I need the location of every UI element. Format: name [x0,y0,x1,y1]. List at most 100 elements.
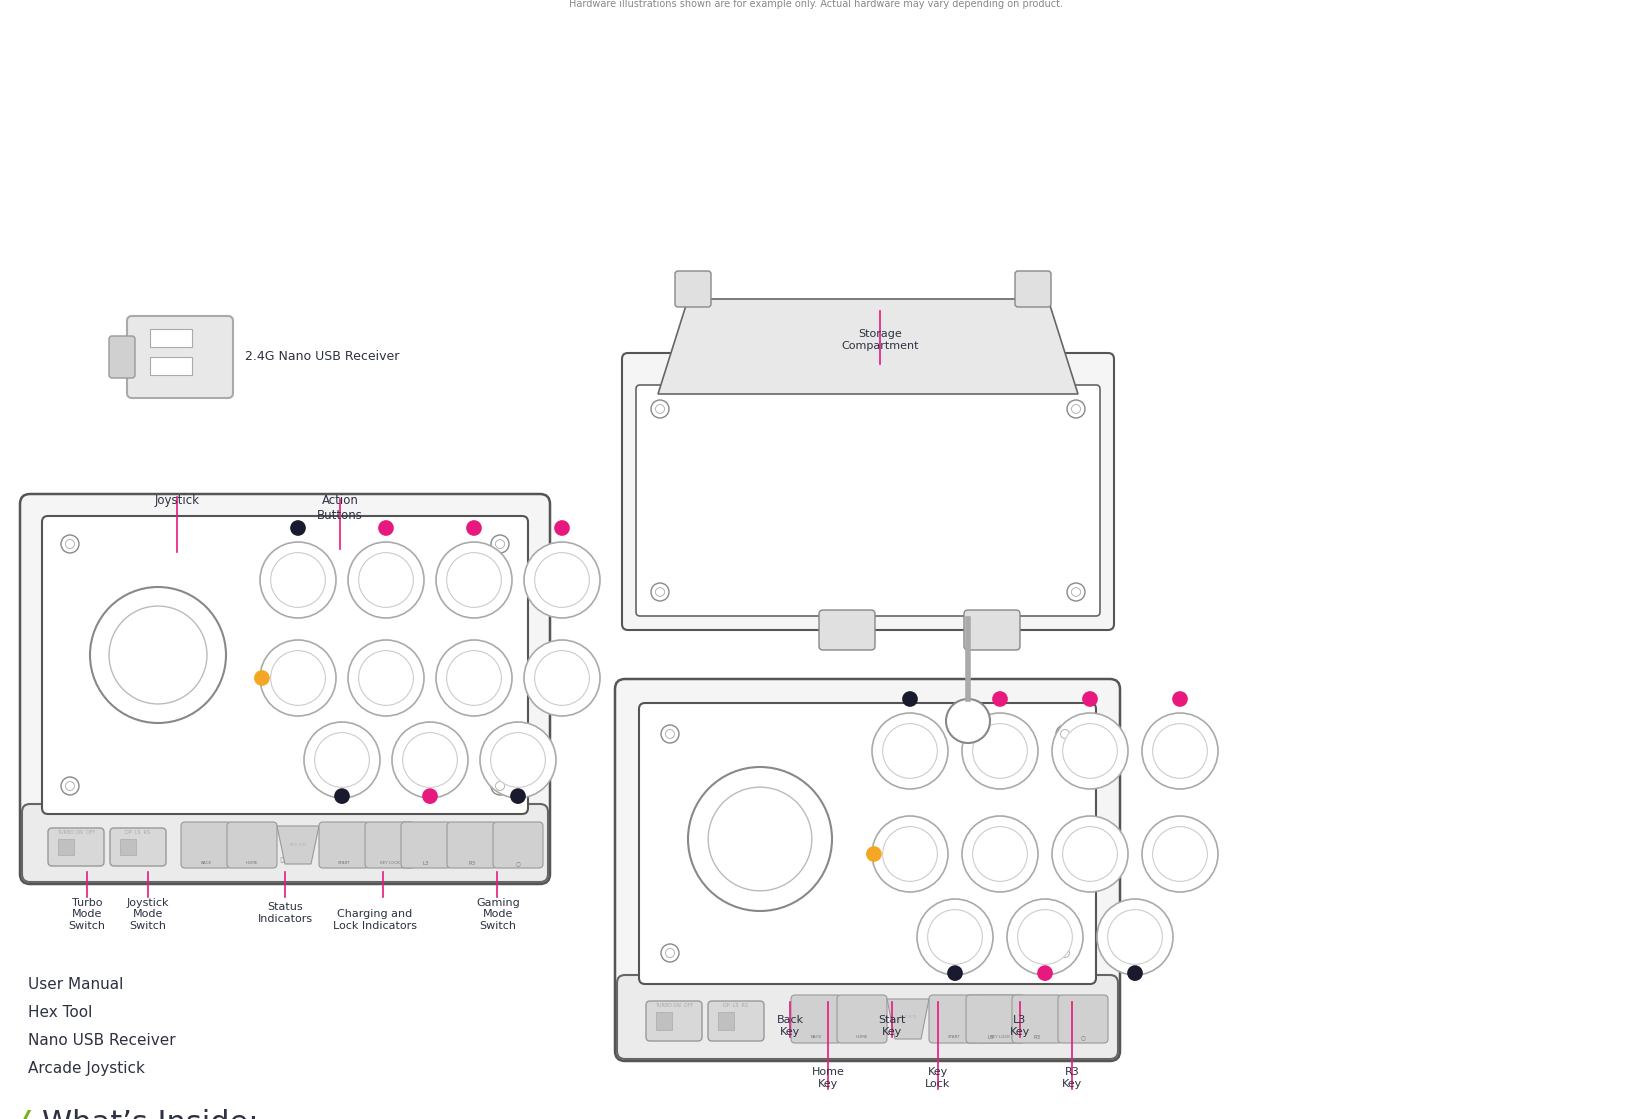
Circle shape [948,966,961,980]
Circle shape [1062,724,1116,779]
Circle shape [109,606,207,704]
Text: ○: ○ [516,861,521,866]
FancyBboxPatch shape [127,316,233,398]
FancyBboxPatch shape [617,975,1118,1059]
Bar [718,1012,733,1029]
FancyBboxPatch shape [181,822,230,868]
FancyBboxPatch shape [227,822,277,868]
FancyBboxPatch shape [42,516,527,814]
Circle shape [524,640,599,716]
Bar [59,839,73,855]
Text: User Manual: User Manual [28,977,124,993]
Circle shape [403,733,457,788]
Text: Arcade Joystick: Arcade Joystick [28,1061,145,1076]
Circle shape [1152,724,1206,779]
Polygon shape [886,999,929,1040]
Circle shape [1059,730,1069,739]
Circle shape [973,724,1027,779]
Circle shape [447,650,501,705]
Circle shape [290,521,305,535]
Circle shape [1082,692,1097,706]
Bar [419,838,429,846]
Text: Home
Key: Home Key [811,1068,844,1089]
FancyBboxPatch shape [790,995,840,1043]
FancyBboxPatch shape [674,271,710,307]
Circle shape [271,553,325,608]
FancyBboxPatch shape [966,995,1015,1043]
Text: KEY LOCK: KEY LOCK [380,861,400,865]
Text: Back
Key: Back Key [775,1015,803,1037]
Text: Turbo
Mode
Switch: Turbo Mode Switch [69,897,106,931]
Circle shape [1071,404,1080,414]
FancyBboxPatch shape [47,828,104,866]
Circle shape [687,767,831,911]
Text: What’s Inside:: What’s Inside: [42,1109,258,1119]
Circle shape [1007,899,1082,975]
Text: Joystick: Joystick [155,493,199,507]
Text: START: START [338,861,351,865]
FancyBboxPatch shape [646,1002,702,1041]
Polygon shape [658,299,1077,394]
Text: TURBO ON  OFF: TURBO ON OFF [57,830,95,835]
FancyBboxPatch shape [622,352,1113,630]
Text: TURBO ON  OFF: TURBO ON OFF [654,1003,692,1008]
Circle shape [60,777,78,794]
Circle shape [1017,910,1072,965]
Circle shape [65,539,75,548]
Circle shape [1152,827,1206,882]
Circle shape [945,699,989,743]
Circle shape [666,949,674,958]
Text: HOME: HOME [855,1035,868,1040]
Text: Action
Buttons: Action Buttons [317,493,362,521]
Circle shape [1141,713,1217,789]
Circle shape [467,521,481,535]
FancyBboxPatch shape [929,995,979,1043]
Text: Storage
Compartment: Storage Compartment [840,329,919,350]
Circle shape [379,521,393,535]
Circle shape [480,722,555,798]
FancyBboxPatch shape [447,822,496,868]
Circle shape [65,781,75,790]
Circle shape [490,733,545,788]
Text: Status
Indicators: Status Indicators [258,902,312,924]
Bar [1028,1025,1038,1033]
Text: ○: ○ [1080,1035,1085,1040]
Circle shape [359,553,413,608]
Circle shape [651,583,669,601]
Text: M C X D: M C X D [290,843,305,847]
Circle shape [1051,713,1128,789]
Circle shape [90,587,225,723]
Bar [419,850,429,858]
Circle shape [1038,966,1051,980]
FancyBboxPatch shape [1012,995,1061,1043]
Circle shape [883,827,937,882]
Circle shape [651,399,669,419]
Circle shape [271,650,325,705]
Circle shape [447,553,501,608]
Circle shape [511,789,524,803]
Circle shape [491,777,509,794]
Bar [150,357,193,375]
FancyBboxPatch shape [708,1002,764,1041]
Circle shape [335,789,349,803]
Text: KEY LOCK: KEY LOCK [989,1035,1009,1040]
Circle shape [259,542,336,618]
Text: M C X D: M C X D [899,1015,916,1019]
Text: L3: L3 [987,1035,994,1040]
Circle shape [867,847,880,861]
Circle shape [1056,944,1074,962]
FancyBboxPatch shape [318,822,369,868]
Text: START: START [947,1035,960,1040]
Circle shape [304,722,380,798]
Circle shape [1051,816,1128,892]
Text: L3
Key: L3 Key [1009,1015,1030,1037]
FancyBboxPatch shape [963,610,1020,650]
Circle shape [534,650,589,705]
Text: DP  LS  RS: DP LS RS [126,830,150,835]
Circle shape [436,542,512,618]
FancyBboxPatch shape [615,679,1120,1061]
Circle shape [871,713,948,789]
Circle shape [871,816,948,892]
Bar [119,839,135,855]
Circle shape [1172,692,1186,706]
